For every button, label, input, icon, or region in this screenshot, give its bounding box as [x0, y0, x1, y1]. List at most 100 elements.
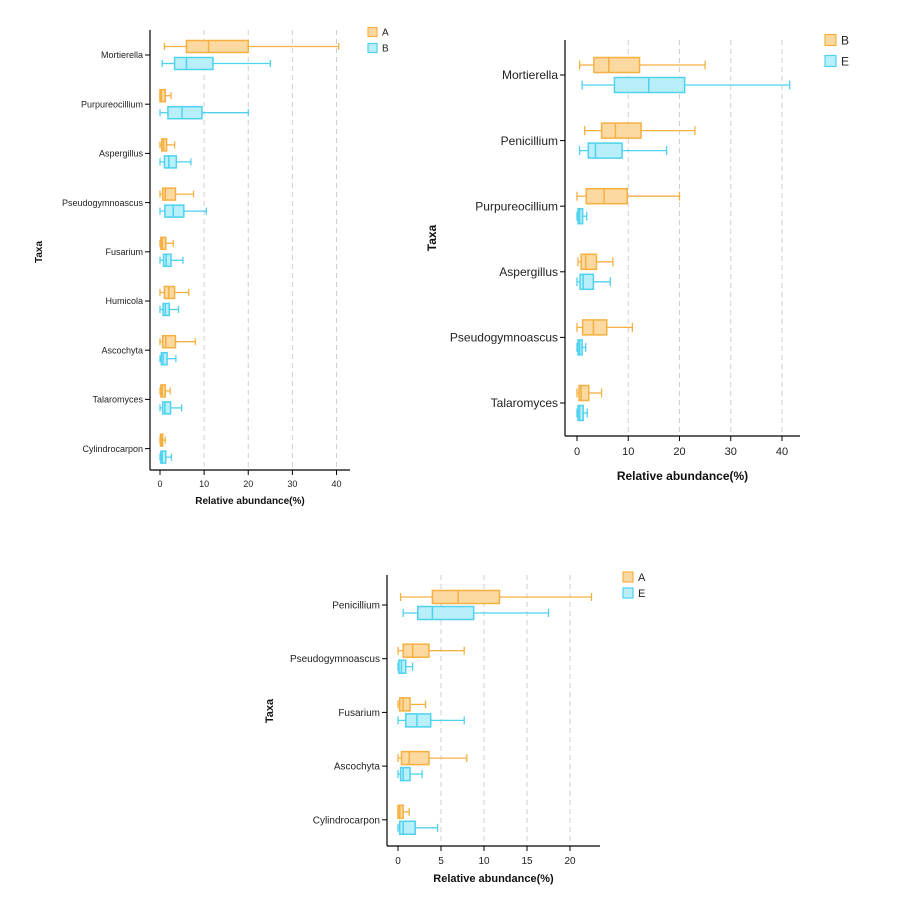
iqr-box [185, 39, 250, 54]
iqr-box [398, 820, 416, 836]
iqr-box [431, 589, 501, 605]
iqr-box [160, 236, 167, 251]
box-e-ascochyta [397, 766, 423, 782]
x-tick-label: 0 [574, 446, 580, 458]
iqr-box [398, 659, 407, 674]
y-tick-label: Pseudogymnoascus [450, 331, 558, 345]
y-tick-label: Penicillium [501, 134, 558, 148]
box-e-penicillium [402, 605, 550, 621]
box-b-pseudogymnoascus [576, 319, 633, 336]
iqr-box [160, 351, 168, 366]
iqr-box [404, 713, 432, 728]
x-tick-label: 15 [521, 856, 533, 867]
iqr-box [397, 804, 404, 820]
iqr-box [163, 155, 178, 169]
box-b-pseudogymnoascus [159, 204, 207, 218]
legend-label-b: B [382, 44, 389, 55]
box-a-fusarium [159, 236, 174, 251]
iqr-box [585, 187, 628, 205]
box-e-talaromyces [576, 404, 588, 422]
iqr-box [173, 56, 214, 71]
y-tick-label: Mortierella [502, 68, 558, 82]
y-tick-label: Talaromyces [491, 396, 558, 410]
x-tick-label: 10 [199, 479, 209, 489]
box-b-purpureocillium [576, 187, 681, 205]
y-tick-label: Pseudogymnoascus [290, 654, 380, 665]
x-tick-label: 5 [438, 856, 444, 867]
y-tick-label: Ascochyta [334, 762, 381, 773]
iqr-box [400, 750, 430, 766]
box-a-cylindrocarpon [159, 433, 166, 447]
box-b-mortierella [161, 56, 271, 71]
iqr-box [161, 401, 172, 415]
x-axis-title: Relative abundance(%) [617, 469, 748, 483]
box-a-pseudogymnoascus [159, 187, 195, 201]
y-tick-label: Cylindrocarpon [82, 444, 143, 454]
iqr-box [159, 88, 167, 103]
x-axis-title: Relative abundance(%) [195, 496, 304, 507]
iqr-box [162, 302, 171, 317]
x-axis-title: Relative abundance(%) [433, 873, 554, 885]
y-axis-title: Taxa [34, 241, 45, 263]
box-e-aspergillus [576, 273, 611, 291]
box-e-fusarium [397, 713, 465, 728]
box-b-fusarium [159, 253, 184, 268]
y-tick-label: Purpureocillium [81, 99, 143, 109]
y-tick-label: Humicola [105, 296, 143, 306]
box-e-purpureocillium [576, 207, 588, 225]
legend-swatch-a [622, 571, 634, 583]
iqr-box [577, 404, 584, 422]
box-e-pseudogymnoascus [576, 339, 587, 356]
iqr-box [399, 766, 411, 782]
box-a-ascochyta [397, 750, 468, 766]
x-tick-label: 10 [478, 856, 490, 867]
iqr-box [161, 334, 177, 349]
box-b-ascochyta [159, 351, 177, 366]
iqr-box [593, 56, 641, 74]
legend-label-e: E [638, 588, 645, 600]
x-tick-label: 40 [331, 479, 341, 489]
legend-swatch-b [824, 33, 837, 47]
box-a-fusarium [397, 697, 427, 712]
box-b-aspergillus [159, 155, 192, 169]
box-b-purpureocillium [159, 105, 249, 120]
legend-swatch-e [622, 587, 634, 599]
y-tick-label: Pseudogymnoascus [62, 198, 144, 208]
box-b-talaromyces [159, 401, 183, 415]
x-tick-label: 20 [243, 479, 253, 489]
y-tick-label: Talaromyces [92, 395, 143, 405]
y-tick-label: Mortierella [101, 50, 143, 60]
legend-label-e: E [841, 54, 849, 68]
legend-swatch-b [367, 42, 378, 54]
box-b-humicola [159, 302, 180, 317]
box-b-mortierella [578, 56, 706, 74]
box-a-penicillium [399, 589, 593, 605]
box-e-penicillium [578, 142, 668, 159]
legend-label-a: A [382, 28, 389, 39]
y-tick-label: Purpureocillium [475, 199, 558, 213]
box-a-aspergillus [159, 138, 176, 152]
box-e-mortierella [581, 76, 791, 94]
x-tick-label: 10 [622, 446, 634, 458]
box-e-pseudogymnoascus [397, 659, 414, 674]
box-a-talaromyces [159, 384, 171, 398]
legend-label-b: B [841, 33, 849, 47]
x-tick-label: 20 [673, 446, 685, 458]
legend-label-a: A [638, 572, 646, 584]
iqr-box [167, 105, 203, 120]
legend-swatch-e [824, 54, 837, 68]
box-a-cylindrocarpon [397, 804, 410, 820]
iqr-box [579, 273, 595, 291]
iqr-box [398, 697, 411, 712]
boxplot-chart-a-vs-b: 0 10 20 30 40 Mortierella Purpureocillium Asper… [34, 26, 389, 507]
iqr-box [587, 142, 623, 159]
box-a-pseudogymnoascus [397, 643, 465, 658]
iqr-box [580, 253, 598, 271]
y-axis-title: Taxa [425, 224, 439, 251]
y-tick-label: Ascochyta [101, 345, 143, 355]
iqr-box [577, 207, 584, 225]
iqr-box [613, 76, 686, 94]
boxplot-chart-a-vs-e: 0 5 10 15 20 Penicillium Pseudogymnoascus Fusar… [264, 571, 646, 885]
x-tick-label: 30 [287, 479, 297, 489]
